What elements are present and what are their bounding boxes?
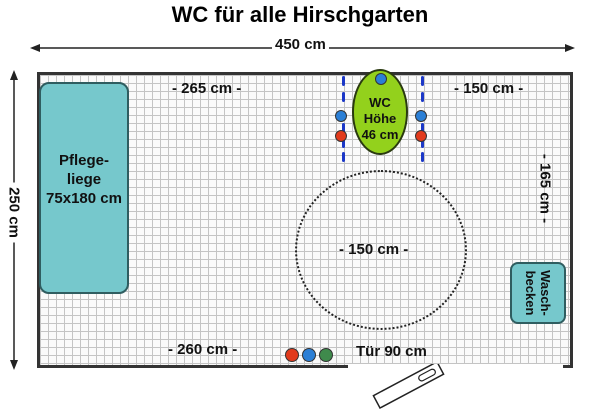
bottom-left-segment-label: - 260 cm - (168, 341, 237, 358)
right-grab-rail (421, 152, 424, 162)
left-grab-rail (342, 76, 345, 86)
left-blue-marker (335, 110, 347, 122)
top-right-segment-label: - 150 cm - (454, 80, 523, 97)
door-blue-marker (302, 348, 316, 362)
door-green-marker (319, 348, 333, 362)
wash-basin: Wasch- becken (510, 262, 566, 324)
right-grab-rail (421, 76, 424, 86)
door-red-marker (285, 348, 299, 362)
right-red-marker (415, 130, 427, 142)
right-blue-marker (415, 110, 427, 122)
wash-basin-label: Wasch- becken (523, 270, 553, 316)
door-leaf (360, 364, 455, 410)
page-title: WC für alle Hirschgarten (0, 2, 600, 28)
right-segment-label: - 165 cm - (537, 149, 554, 229)
width-dimension-label: 450 cm (272, 36, 329, 53)
turning-circle-label: - 150 cm - (339, 241, 408, 258)
right-grab-rail (421, 92, 424, 102)
height-dimension-label: 250 cm (6, 183, 23, 243)
care-bed: Pflege- liege 75x180 cm (39, 82, 129, 294)
door-width-label: Tür 90 cm (356, 343, 427, 360)
top-left-segment-label: - 265 cm - (172, 80, 241, 97)
left-grab-rail (342, 92, 345, 102)
care-bed-label: Pflege- liege 75x180 cm (46, 151, 122, 208)
toilet-label: WC Höhe 46 cm (362, 95, 399, 143)
left-grab-rail (342, 152, 345, 162)
left-red-marker (335, 130, 347, 142)
flush-button-marker (375, 73, 387, 85)
